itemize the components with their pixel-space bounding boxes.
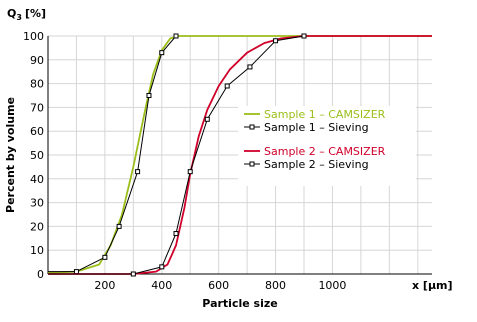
y-tick-label: 60 <box>30 125 44 138</box>
x-axis-label: Particle size <box>202 297 277 310</box>
data-point <box>204 116 210 122</box>
data-point <box>173 33 179 39</box>
series-4 <box>48 33 307 277</box>
series-line <box>48 35 305 275</box>
data-point <box>135 169 141 175</box>
data-point <box>130 271 136 277</box>
legend-label: Sample 1 – Sieving <box>264 121 369 134</box>
y-tick-label: 90 <box>30 54 44 67</box>
data-point <box>247 64 253 70</box>
data-point <box>102 254 108 260</box>
y-tick-label: 20 <box>30 220 44 233</box>
data-point <box>187 169 193 175</box>
x-unit-label: x [µm] <box>412 279 453 292</box>
data-point <box>301 33 307 39</box>
series-layer <box>47 33 432 277</box>
y-axis-label: Percent by volume <box>4 97 17 213</box>
legend-marker <box>249 161 255 167</box>
data-point <box>116 223 122 229</box>
data-point <box>159 50 165 56</box>
y-axis-title: Q3 [%] <box>7 7 46 22</box>
legend-label: Sample 2 – Sieving <box>264 158 369 171</box>
legend-entry-4: Sample 2 – Sieving <box>244 158 369 171</box>
y-tick-label: 40 <box>30 173 44 186</box>
y-tick-label: 0 <box>37 268 44 281</box>
data-point <box>73 269 79 275</box>
x-tick-label: 200 <box>94 279 115 292</box>
x-tick-label: 600 <box>208 279 229 292</box>
x-tick-label: 400 <box>151 279 172 292</box>
y-tick-label: 70 <box>30 101 44 114</box>
legend-label: Sample 1 – CAMSIZER <box>264 108 386 121</box>
legend-entry-1: Sample 1 – CAMSIZER <box>244 108 386 121</box>
data-point <box>273 38 279 44</box>
y-tick-label: 50 <box>30 149 44 162</box>
tick-labels: 0 10 20 30 40 50 60 70 80 90 100 200 400 600 800 1000 <box>23 30 346 292</box>
x-tick-label: 800 <box>265 279 286 292</box>
y-tick-label: 30 <box>30 197 44 210</box>
y-tick-label: 10 <box>30 244 44 257</box>
series-line <box>48 35 177 273</box>
legend-entry-3: Sample 2 – CAMSIZER <box>244 145 386 158</box>
legend-entry-2: Sample 1 – Sieving <box>244 121 369 134</box>
data-point <box>224 83 230 89</box>
series-2 <box>48 33 179 275</box>
data-point <box>159 264 165 270</box>
y-tick-label: 100 <box>23 30 44 43</box>
x-tick-label: 1000 <box>318 279 346 292</box>
legend-box <box>238 106 416 186</box>
y-tick-label: 80 <box>30 78 44 91</box>
data-point <box>146 93 152 98</box>
data-point <box>173 231 179 237</box>
legend-marker <box>249 124 255 130</box>
legend-label: Sample 2 – CAMSIZER <box>264 145 386 158</box>
